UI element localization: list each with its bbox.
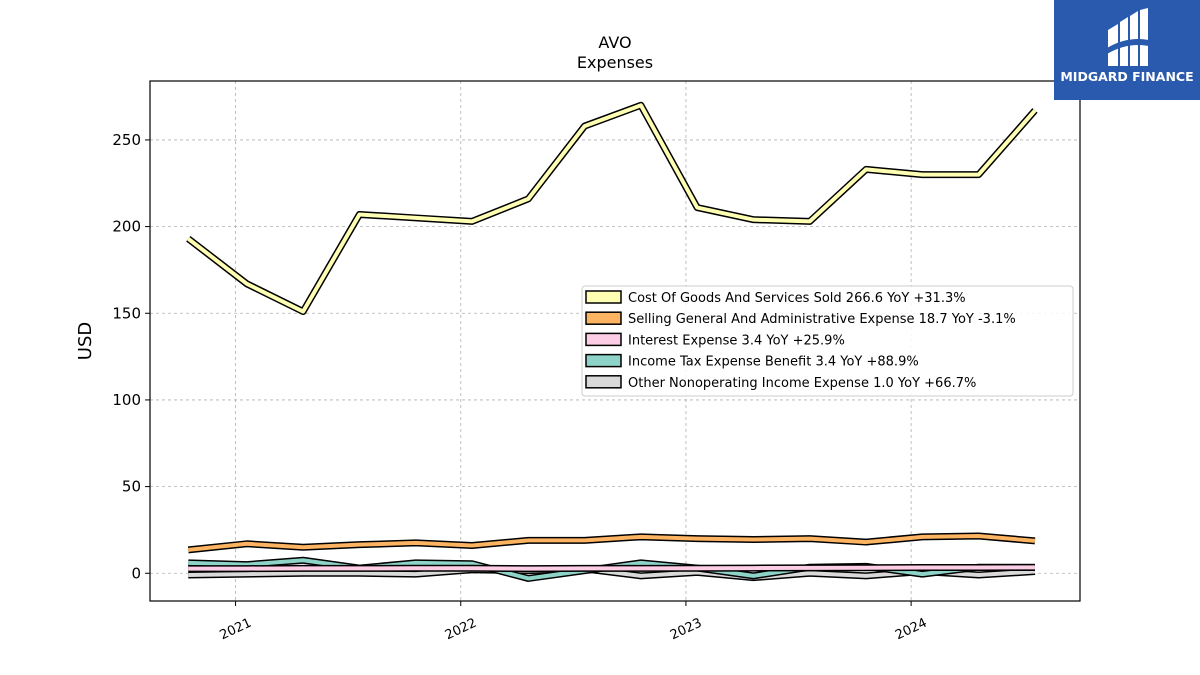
- y-tick-label: 250: [112, 131, 141, 149]
- x-tick-label: 2022: [443, 616, 479, 644]
- legend-swatch: [585, 375, 622, 389]
- y-axis-label: USD: [75, 322, 96, 360]
- logo-mark-icon: [1107, 8, 1149, 66]
- legend-entry: Interest Expense 3.4 YoY +25.9%: [628, 333, 845, 348]
- y-tick-label: 0: [131, 564, 141, 582]
- brand-logo: MIDGARD FINANCE: [1054, 0, 1200, 100]
- x-tick-label: 2024: [893, 616, 929, 644]
- x-tick-label: 2023: [668, 616, 704, 644]
- legend-swatch: [585, 290, 622, 304]
- legend-entry: Selling General And Administrative Expen…: [628, 312, 1016, 327]
- x-tick-label: 2021: [218, 616, 254, 644]
- y-tick-label: 50: [122, 478, 141, 496]
- legend-swatch: [585, 353, 622, 368]
- legend-box: [581, 285, 1074, 397]
- legend-swatch: [585, 332, 622, 347]
- chart-title: AVO: [598, 33, 631, 52]
- series-line-interest-expense: [188, 565, 1035, 571]
- legend-swatch: [585, 311, 622, 325]
- chart-subtitle: Expenses: [577, 53, 653, 72]
- series-outline-cost-of-goods-and-services-sold: [186, 101, 1038, 316]
- y-tick-label: 100: [112, 391, 141, 409]
- series-line-selling-general-and-administrative-expense: [188, 534, 1036, 552]
- plot-frame: [149, 80, 1081, 602]
- y-tick-label: 150: [112, 304, 141, 322]
- y-tick-label: 200: [112, 218, 141, 236]
- legend-entry: Cost Of Goods And Services Sold 266.6 Yo…: [628, 291, 966, 306]
- legend-entry: Other Nonoperating Income Expense 1.0 Yo…: [628, 376, 976, 391]
- legend-entry: Income Tax Expense Benefit 3.4 YoY +88.9…: [628, 355, 919, 370]
- series-line-cost-of-goods-and-services-sold: [187, 103, 1037, 314]
- series-layer: [186, 101, 1038, 582]
- legend: Cost Of Goods And Services Sold 266.6 Yo…: [581, 285, 1074, 397]
- logo-text: MIDGARD FINANCE: [1060, 69, 1194, 84]
